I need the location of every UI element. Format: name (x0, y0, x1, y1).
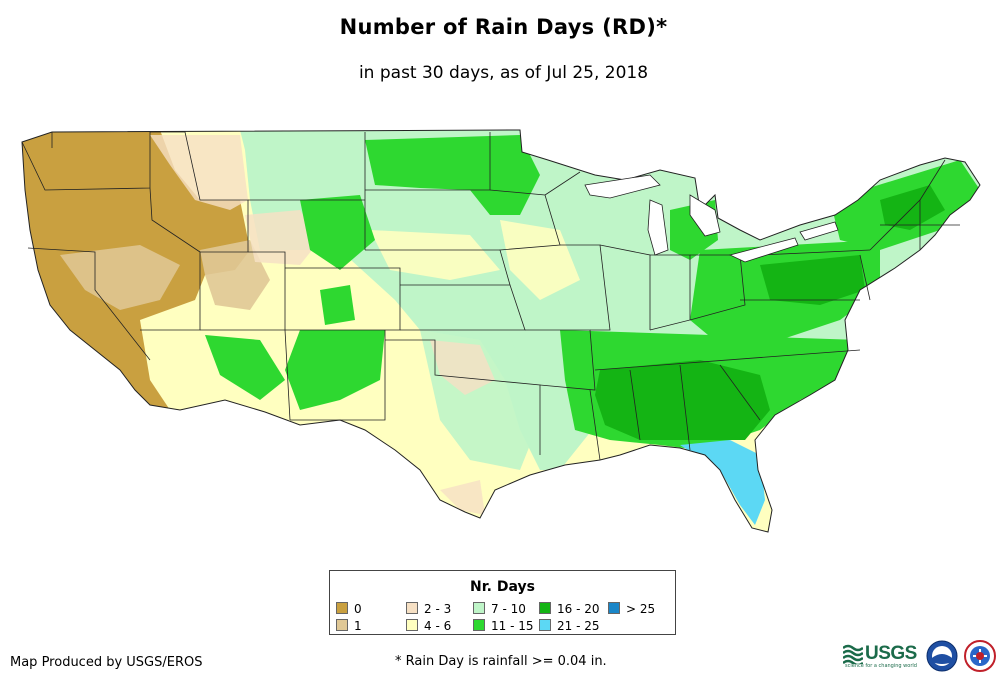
legend-swatch (473, 602, 485, 614)
usgs-logo-text: USGS (865, 643, 917, 664)
map-title: Number of Rain Days (RD)* (339, 15, 668, 39)
map-subtitle: in past 30 days, as of Jul 25, 2018 (358, 63, 649, 83)
legend-label: 4 - 6 (424, 619, 452, 633)
legend-label: 0 (354, 602, 362, 616)
legend-item: 16 - 20 (539, 602, 600, 616)
legend-swatch (336, 602, 348, 614)
legend-swatch (406, 602, 418, 614)
legend-label: 2 - 3 (424, 602, 452, 616)
legend-item: 11 - 15 (473, 619, 534, 633)
usgs-wave-icon (843, 644, 863, 664)
producer-credit: Map Produced by USGS/EROS (10, 655, 203, 670)
legend-item: 21 - 25 (539, 619, 600, 633)
legend-item: > 25 (608, 602, 655, 616)
legend-item: 1 (336, 619, 362, 633)
legend-item: 0 (336, 602, 362, 616)
usgs-tagline: science for a changing world (845, 663, 917, 669)
legend-title: Nr. Days (470, 579, 535, 595)
legend-label: > 25 (626, 602, 656, 616)
legend-swatch (336, 619, 348, 631)
legend-label: 11 - 15 (491, 619, 534, 633)
legend-item: 4 - 6 (406, 619, 451, 633)
legend-swatch (608, 602, 620, 614)
noaa-seal-icon (926, 640, 958, 672)
rain-day-footnote: * Rain Day is rainfall >= 0.04 in. (395, 654, 607, 669)
us-rain-days-map (21, 129, 981, 533)
legend-label: 21 - 25 (557, 619, 600, 633)
legend-swatch (539, 619, 551, 631)
legend-item: 2 - 3 (406, 602, 451, 616)
legend-swatch (539, 602, 551, 614)
legend: Nr. Days 0 1 2 - 3 4 - 6 7 - 10 11 - 15 16 - 2… (329, 570, 676, 635)
usgs-logo: USGS science for a changing world (843, 641, 919, 671)
nws-seal-icon (964, 640, 996, 672)
legend-label: 7 - 10 (491, 602, 526, 616)
legend-swatch (406, 619, 418, 631)
legend-label: 16 - 20 (557, 602, 600, 616)
legend-label: 1 (354, 619, 362, 633)
legend-swatch (473, 619, 485, 631)
legend-item: 7 - 10 (473, 602, 526, 616)
